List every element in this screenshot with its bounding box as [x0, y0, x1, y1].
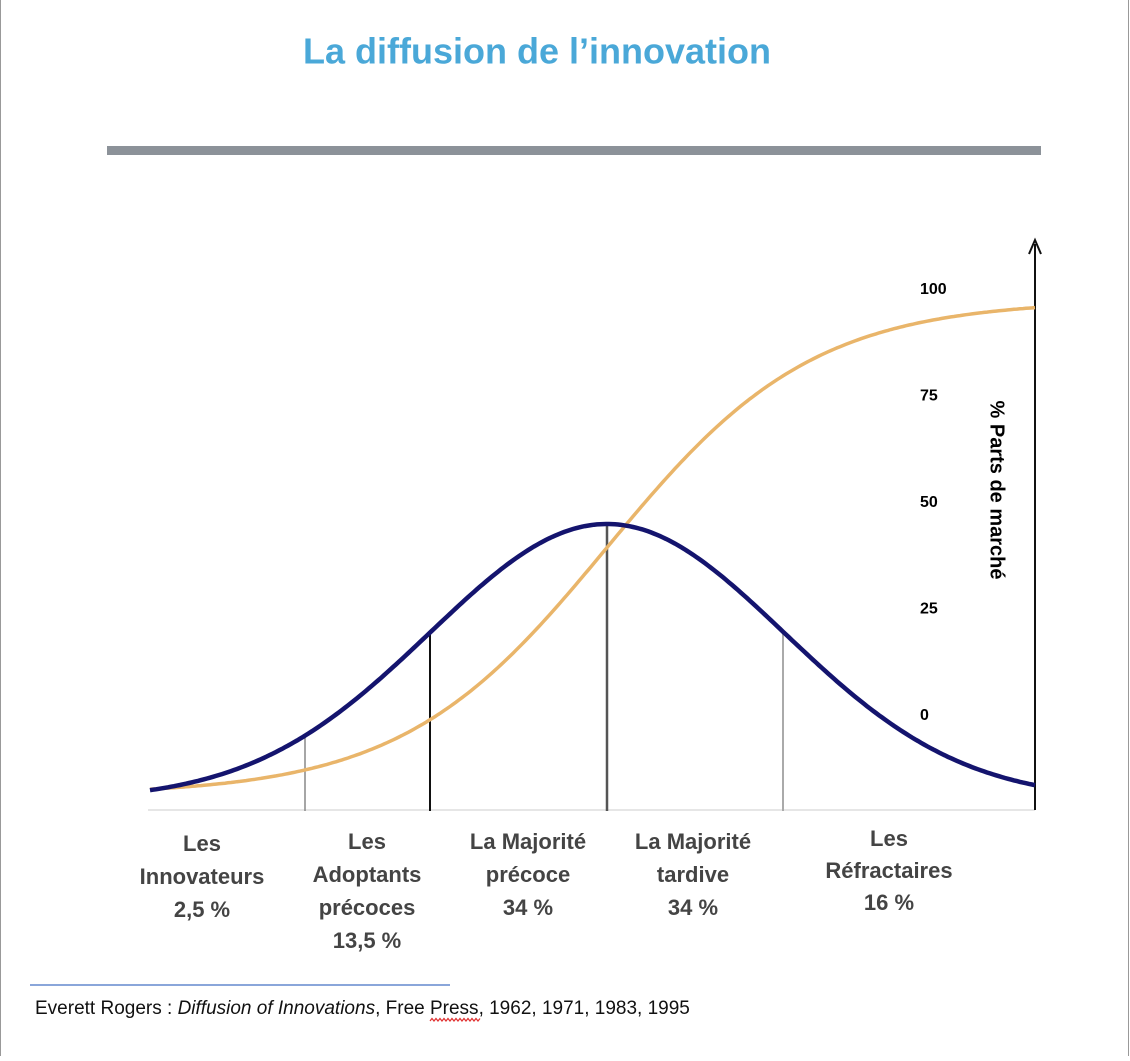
- tick-label: 0: [920, 707, 929, 724]
- segment-line: Les: [870, 826, 908, 851]
- tick-label: 50: [920, 494, 938, 511]
- tick-labels: 100 75 50 25 0: [920, 281, 947, 724]
- y-axis-label: % Parts de marché: [986, 401, 1008, 580]
- title-rule: [107, 146, 1041, 155]
- segment-label: Les Innovateurs 2,5 %: [140, 831, 265, 922]
- s-curve: [149, 305, 1036, 791]
- segment-share: 34 %: [503, 895, 553, 920]
- segment-share: 2,5 %: [174, 897, 230, 922]
- segment-share: 16 %: [864, 890, 914, 915]
- segment-label: Les Adoptants précoces 13,5 %: [313, 829, 422, 953]
- segment-line: La Majorité: [635, 829, 751, 854]
- citation: Everett Rogers : Diffusion of Innovation…: [35, 998, 690, 1019]
- segment-line: Les: [348, 829, 386, 854]
- segment-line: Les: [183, 831, 221, 856]
- segment-line: Réfractaires: [825, 858, 952, 883]
- citation-publisher: , Free: [375, 998, 430, 1019]
- segment-line: précoce: [486, 862, 570, 887]
- citation-years: , 1962, 1971, 1983, 1995: [479, 998, 690, 1019]
- citation-press: Press: [430, 998, 479, 1019]
- segment-label: Les Réfractaires 16 %: [825, 826, 952, 915]
- bell-curve: [149, 521, 1036, 793]
- tick-label: 75: [920, 388, 938, 405]
- tick-label: 25: [920, 601, 938, 618]
- segment-share: 34 %: [668, 895, 718, 920]
- segment-labels: Les Innovateurs 2,5 % Les Adoptants précoces 1…: [140, 826, 953, 953]
- citation-author: Everett Rogers :: [35, 998, 178, 1019]
- citation-work: Diffusion of Innovations: [178, 998, 376, 1019]
- title: La diffusion de l’innovation: [303, 31, 771, 72]
- tick-label: 100: [920, 281, 947, 298]
- segment-label: La Majorité tardive 34 %: [635, 829, 751, 920]
- y-axis-arrow: [1028, 237, 1042, 255]
- segment-line: Innovateurs: [140, 864, 265, 889]
- segment-line: précoces: [319, 895, 416, 920]
- segment-label: La Majorité précoce 34 %: [470, 829, 586, 920]
- segment-line: La Majorité: [470, 829, 586, 854]
- segment-line: tardive: [657, 862, 729, 887]
- spellcheck-underline: [429, 1017, 481, 1022]
- segment-line: Adoptants: [313, 862, 422, 887]
- segment-share: 13,5 %: [333, 928, 402, 953]
- curves: [149, 305, 1036, 811]
